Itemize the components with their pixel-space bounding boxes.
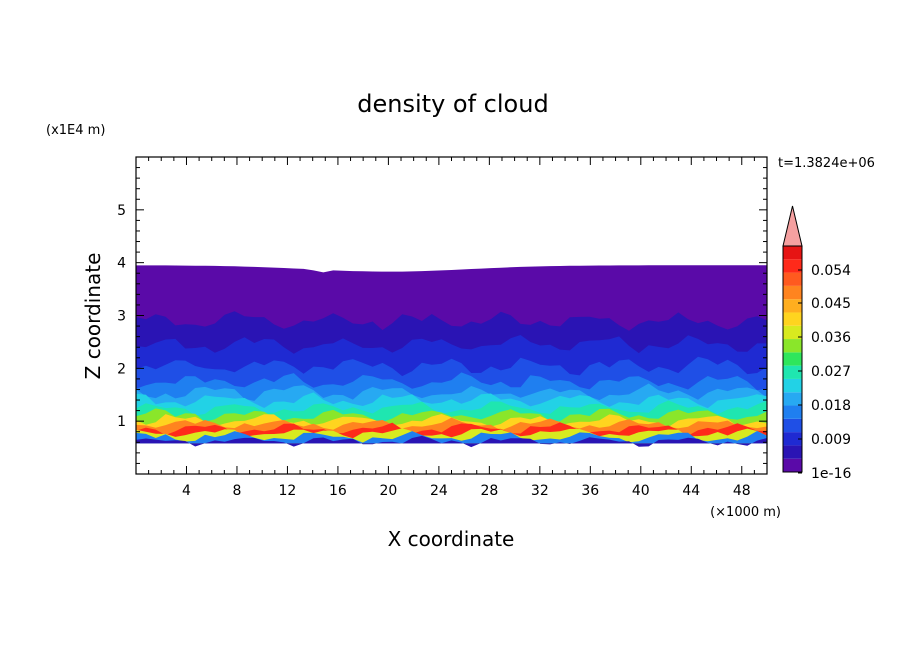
colorbar-over-arrow [782,205,803,247]
x-tick-label: 12 [279,483,297,499]
colorbar-swatch [783,352,802,366]
y-tick-label: 1 [117,414,126,430]
colorbar-swatch [783,325,802,340]
x-axis: 4 8 12 16 20 24 28 32 36 40 44 48 [135,157,768,499]
colorbar-swatch [783,392,802,406]
colorbar-swatch [783,259,802,273]
colorbar-swatch [783,458,802,472]
x-tick-label: 4 [182,483,191,499]
y-unit-label: (x1E4 m) [46,123,105,138]
y-axis: 1 2 3 4 5 [117,156,767,475]
y-axis-label: Z coordinate [81,253,105,380]
colorbar-label: 0.036 [811,330,851,346]
x-axis-label: X coordinate [388,527,515,551]
x-tick-label: 36 [581,483,599,499]
colorbar-swatch [783,405,802,419]
colorbar-swatch [783,312,802,326]
colorbar-swatch [783,299,802,313]
y-tick-label: 2 [117,361,126,377]
colorbar-swatch [783,285,802,300]
chart-title: density of cloud [357,90,548,118]
x-tick-label: 48 [733,483,751,499]
x-tick-label: 28 [480,483,498,499]
x-tick-label: 8 [232,483,241,499]
y-tick-label: 4 [117,256,126,272]
x-unit-label: (×1000 m) [710,505,781,520]
x-tick-label: 32 [531,483,549,499]
colorbar-label: 0.018 [811,398,851,414]
x-tick-label: 44 [682,483,700,499]
colorbar-swatch [783,418,802,433]
x-tick-label: 20 [379,483,397,499]
y-tick-label: 5 [117,203,126,219]
y-tick-label: 3 [117,309,126,325]
colorbar-swatch [783,432,802,446]
colorbar-label: 1e-16 [811,466,851,482]
colorbar-swatch [783,272,802,286]
colorbar-label: 0.009 [811,432,851,448]
colorbar-swatch [783,378,802,393]
time-label: t=1.3824e+06 [778,156,875,171]
colorbar-label: 0.054 [811,263,851,279]
colorbar-swatch [783,246,802,260]
x-tick-label: 16 [329,483,347,499]
density-band [136,435,767,448]
colorbar-swatch [783,445,802,459]
colorbar-label: 0.045 [811,296,851,312]
x-tick-label: 40 [632,483,650,499]
density-field [136,265,767,448]
colorbar-label: 0.027 [811,364,851,380]
colorbar: 0.054 0.045 0.036 0.027 0.018 0.009 1e-16 [782,205,851,482]
x-tick-label: 24 [430,483,448,499]
colorbar-swatch [783,339,802,353]
colorbar-swatch [783,365,802,379]
colorbar-frame [782,245,803,473]
